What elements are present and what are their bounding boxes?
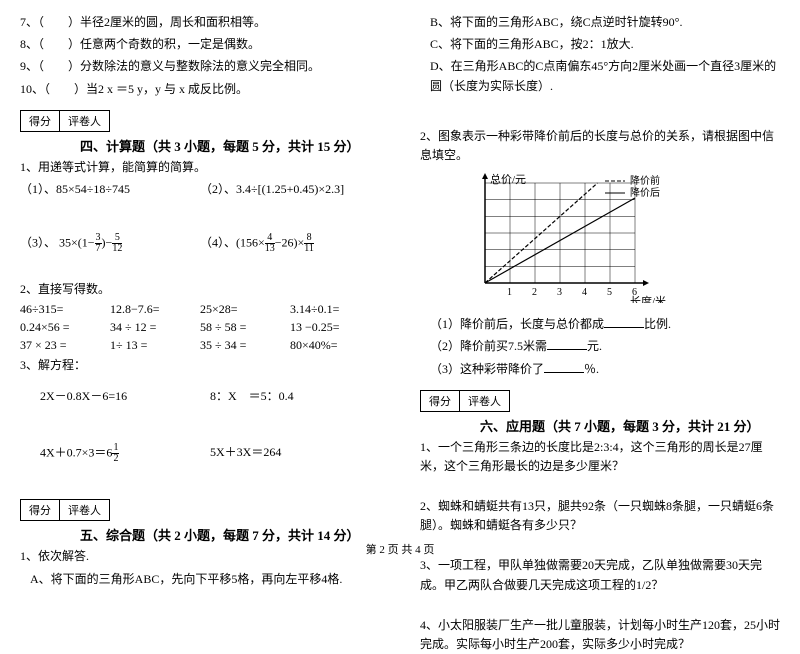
q8: 8、（ ）任意两个奇数的积，一定是偶数。 [20,35,380,54]
calc-1-1: （1）、85×54÷18÷745 [20,180,200,197]
calc-row-2: （3）、 35×(1−37)−512 （4）、(156×413−26)×811 [20,233,380,254]
svg-text:1: 1 [507,287,512,298]
eqn-row-1: 2X－0.8X－6=16 8：X ＝5：0.4 [40,387,380,404]
svg-text:5: 5 [607,287,612,298]
sub-2: （2）降价前买7.5米需元. [430,337,780,356]
app-1: 1、一个三角形三条边的长度比是2:3:4，这个三角形的周长是27厘米，这个三角形… [420,438,780,476]
app-2: 2、蜘蛛和蜻蜓共有13只，腿共92条（一只蜘蛛8条腿，一只蜻蜓6条腿）。蜘蛛和蜻… [420,497,780,535]
svg-text:总价/元: 总价/元 [490,173,526,186]
score-box-6: 得分 评卷人 [420,390,510,412]
svg-text:6: 6 [632,287,637,298]
calc-row-1: （1）、85×54÷18÷745 （2）、3.4÷[(1.25+0.45)×2.… [20,180,380,197]
svg-text:4: 4 [582,287,587,298]
score-box: 得分 评卷人 [20,110,110,132]
score-label: 得分 [21,111,60,131]
svg-text:2: 2 [532,287,537,298]
eqn-2: 8：X ＝5：0.4 [210,387,380,404]
calc-1-4: （4）、(156×413−26)×811 [200,233,380,254]
score-box-5: 得分 评卷人 [20,499,110,521]
direct-row-3: 37 × 23 =1÷ 13 =35 ÷ 34 =80×40%= [20,338,380,353]
q9: 9、（ ）分数除法的意义与整数除法的意义完全相同。 [20,57,380,76]
q7: 7、（ ）半径2厘米的圆，周长和面积相等。 [20,13,380,32]
svg-text:降价前: 降价前 [630,174,660,187]
sub-3: （3）这种彩带降价了％. [430,360,780,379]
right-column: B、将下面的三角形ABC，绕C点逆时针旋转90°. C、将下面的三角形ABC，按… [400,0,800,565]
app-4: 4、小太阳服装厂生产一批儿童服装，计划每小时生产120套，25小时完成。实际每小… [420,616,780,654]
section-4-title: 四、计算题（共 3 小题，每题 5 分，共计 15 分） [80,136,380,155]
chart-svg: 总价/元长度/米123456降价前降价后 [460,173,680,303]
q5-1b: B、将下面的三角形ABC，绕C点逆时针旋转90°. [430,13,780,32]
direct-row-2: 0.24×56 =34 ÷ 12 =58 ÷ 58 =13 −0.25= [20,320,380,335]
q5-1: 1、依次解答. [20,547,380,566]
q4-3: 3、解方程： [20,356,380,375]
q2: 2、图象表示一种彩带降价前后的长度与总价的关系，请根据图中信息填空。 [420,127,780,165]
sub-1: （1）降价前后，长度与总价都成比例. [430,315,780,334]
grader-label: 评卷人 [60,111,109,131]
eqn-4: 5X＋3X＝264 [210,443,380,464]
q10: 10、（ ）当2 x ＝5 y，y 与 x 成反比例。 [20,80,380,99]
q5-1a: A、将下面的三角形ABC，先向下平移5格，再向左平移4格. [30,570,380,589]
eqn-row-2: 4X＋0.7×3＝612 5X＋3X＝264 [40,443,380,464]
app-3: 3、一项工程，甲队单独做需要20天完成，乙队单独做需要30天完成。甲乙两队合做要… [420,556,780,594]
q5-1d: D、在三角形ABC的C点南偏东45°方向2厘米处画一个直径3厘米的圆（长度为实际… [430,57,780,95]
page-footer: 第 2 页 共 4 页 [366,541,435,557]
direct-row-1: 46÷315=12.8−7.6=25×28=3.14÷0.1= [20,302,380,317]
calc-1-2: （2）、3.4÷[(1.25+0.45)×2.3] [200,180,380,197]
svg-text:降价后: 降价后 [630,186,660,199]
price-chart: 总价/元长度/米123456降价前降价后 [460,173,780,307]
q4-2: 2、直接写得数。 [20,280,380,299]
eqn-1: 2X－0.8X－6=16 [40,387,210,404]
q5-1c: C、将下面的三角形ABC，按2：1放大. [430,35,780,54]
left-column: 7、（ ）半径2厘米的圆，周长和面积相等。 8、（ ）任意两个奇数的积，一定是偶… [0,0,400,565]
section-5-title: 五、综合题（共 2 小题，每题 7 分，共计 14 分） [80,525,380,544]
q4-1: 1、用递等式计算，能简算的简算。 [20,158,380,177]
eqn-3: 4X＋0.7×3＝612 [40,443,210,464]
svg-text:3: 3 [557,287,562,298]
section-6-title: 六、应用题（共 7 小题，每题 3 分，共计 21 分） [480,416,780,435]
calc-1-3: （3）、 35×(1−37)−512 [20,233,200,254]
